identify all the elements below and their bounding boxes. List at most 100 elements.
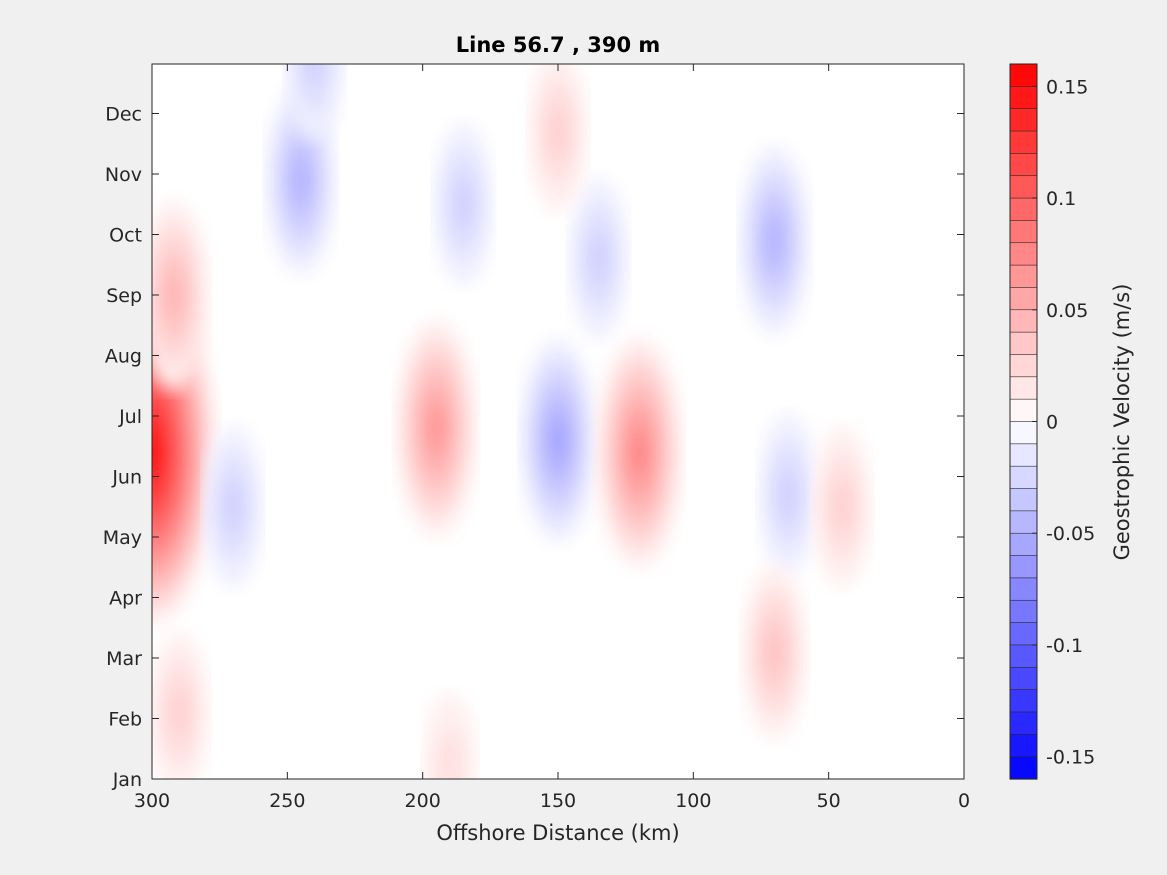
colorbar-bin (1009, 398, 1038, 423)
contour-field (152, 64, 872, 779)
y-tick-label: Jun (111, 467, 142, 489)
x-tick-label: 150 (540, 790, 576, 812)
colorbar-tick-label: -0.15 (1046, 747, 1095, 769)
y-tick-label: Nov (105, 164, 142, 186)
colorbar-bin (1009, 287, 1038, 311)
y-tick-label: Mar (106, 648, 142, 670)
colorbar-bin (1009, 622, 1038, 646)
x-tick-label: 200 (405, 790, 441, 812)
contour-level (832, 479, 853, 534)
colorbar-bin (1009, 376, 1038, 400)
contour-level (152, 441, 158, 464)
colorbar-bin (1009, 220, 1038, 244)
contour-blob (568, 177, 629, 340)
contour-blob (812, 425, 872, 588)
contour-blob (284, 64, 345, 141)
colorbar-bin (1009, 242, 1038, 266)
contour-level (588, 231, 609, 286)
colorbar-bin (1009, 666, 1038, 691)
colorbar-tick-label: -0.05 (1046, 523, 1095, 545)
contour-blob (596, 336, 682, 569)
y-tick-label: Jul (118, 406, 142, 428)
y-tick-label: Dec (105, 104, 142, 126)
contour-level (293, 161, 308, 200)
x-tick-label: 250 (269, 790, 305, 812)
x-axis: 300 250 200 150 100 50 0 (134, 64, 970, 812)
colorbar-bin (1009, 175, 1038, 199)
contour-blob (265, 85, 336, 276)
contour-level (767, 221, 782, 260)
contour-blob (742, 563, 807, 740)
contour-level (548, 104, 568, 159)
colorbar: 0.15 0.1 0.05 0 -0.05 -0.1 -0.15 (1009, 63, 1095, 780)
colorbar-tick-label: -0.1 (1046, 635, 1083, 657)
colorbar-bin (1009, 577, 1038, 601)
colorbar-bin (1009, 644, 1038, 668)
colorbar-bin (1009, 532, 1038, 557)
x-tick-label: 0 (958, 790, 970, 812)
colorbar-bin (1009, 86, 1038, 110)
colorbar-tick-label: 0.15 (1046, 76, 1088, 98)
y-tick-label: Sep (106, 285, 142, 307)
y-tick-label: Apr (109, 588, 142, 610)
colorbar-bin (1009, 354, 1038, 378)
colorbar-tick-label: 0.05 (1046, 300, 1088, 322)
x-tick-label: 300 (134, 790, 170, 812)
contour-blob (152, 631, 209, 779)
contour-blob (396, 319, 477, 538)
colorbar-bin (1009, 510, 1038, 534)
contour-level (430, 412, 443, 444)
contour-blob (528, 64, 588, 213)
contour-blob (520, 338, 596, 543)
colorbar-bin (1009, 756, 1038, 780)
colorbar-tick-label: 0 (1046, 412, 1058, 434)
colorbar-bin (1009, 465, 1038, 490)
contour-level (304, 64, 325, 87)
y-tick-label: Aug (105, 346, 142, 368)
colorbar-bin (1009, 443, 1038, 467)
contour-blob (422, 692, 477, 779)
colorbar-bin (1009, 555, 1038, 579)
contour-blob (203, 425, 263, 588)
colorbar-bin (1009, 711, 1038, 735)
contour-level (294, 64, 335, 114)
colorbar-label: Geostrophic Velocity (m/s) (1110, 284, 1134, 561)
contour-blob (758, 413, 818, 576)
contour-level (169, 685, 189, 740)
contour-blob (152, 200, 209, 390)
contour-level (223, 479, 244, 534)
y-tick-label: Feb (108, 709, 142, 731)
y-tick-label: Oct (109, 225, 142, 247)
contour-blob (739, 145, 810, 336)
x-tick-label: 100 (675, 790, 711, 812)
colorbar-bin (1009, 130, 1038, 154)
contour-level (453, 177, 474, 232)
colorbar-bin (1009, 331, 1038, 356)
colorbar-bin (1009, 197, 1038, 222)
colorbar-bin (1009, 63, 1038, 87)
colorbar-bin (1009, 153, 1038, 177)
colorbar-bin (1009, 108, 1038, 132)
colorbar-bin (1009, 599, 1038, 624)
contour-level (633, 437, 646, 467)
colorbar-bin (1009, 689, 1038, 713)
colorbar-bin (1009, 734, 1038, 758)
chart-title: Line 56.7 , 390 m (456, 33, 661, 57)
contour-level (766, 629, 783, 674)
contour-level (551, 423, 565, 458)
colorbar-tick-label: 0.1 (1046, 188, 1076, 210)
y-tick-label: Jan (112, 769, 142, 791)
colorbar-bin (1009, 264, 1038, 289)
colorbar-bin (1009, 488, 1038, 512)
contour-blob (433, 123, 494, 286)
x-tick-label: 50 (817, 790, 841, 812)
y-axis: Jan Feb Mar Apr May Jun Jul Aug Sep Oct Nov Dec (103, 104, 964, 791)
x-axis-label: Offshore Distance (km) (436, 821, 679, 845)
contour-level (778, 467, 798, 522)
colorbar-bin (1009, 421, 1038, 445)
contour-level (436, 729, 464, 779)
y-tick-label: May (103, 527, 142, 549)
colorbar-bin (1009, 309, 1038, 333)
